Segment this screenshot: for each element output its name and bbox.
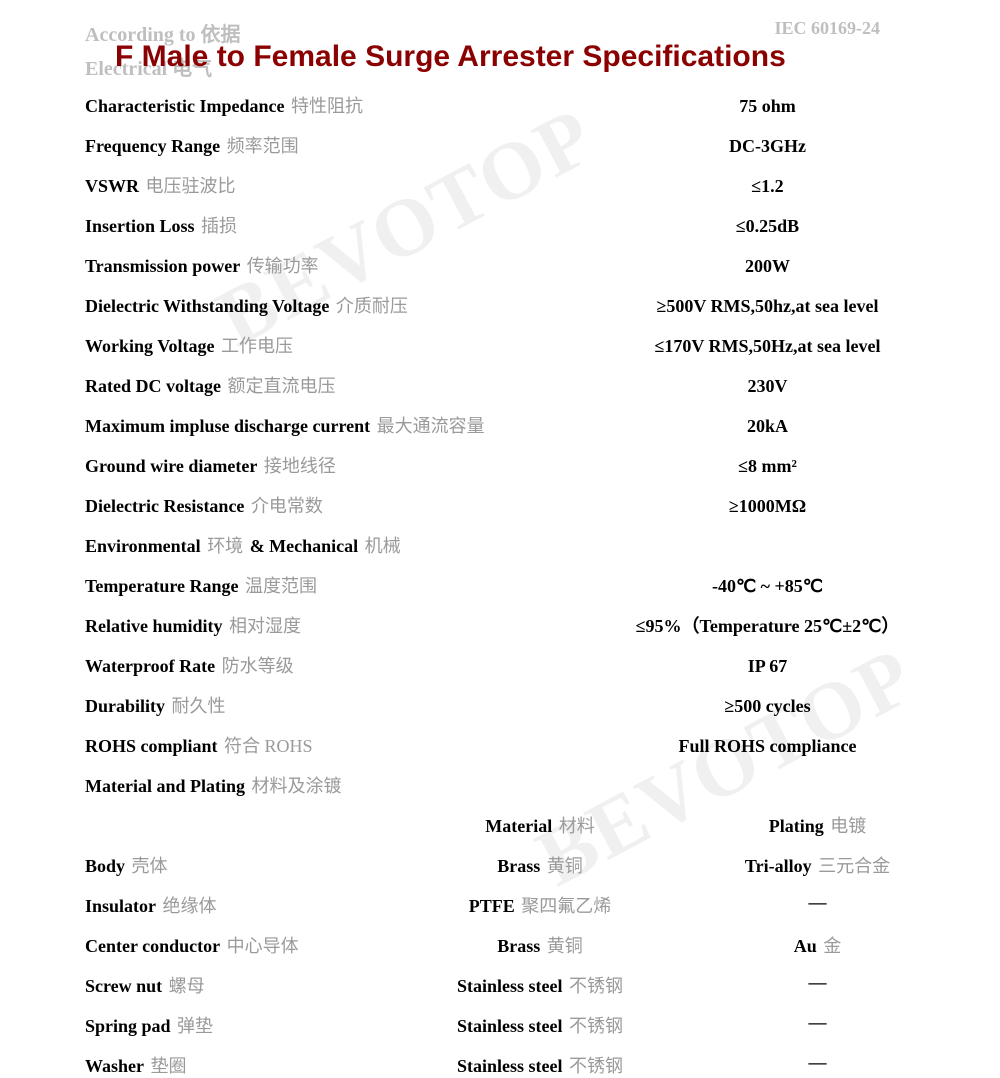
- spec-row: Temperature Range 温度范围-40℃ ~ +85℃: [85, 572, 940, 598]
- spec-row: Transmission power 传输功率200W: [85, 252, 940, 278]
- spec-row: Frequency Range 频率范围DC-3GHz: [85, 132, 940, 158]
- spec-row: VSWR 电压驻波比≤1.2: [85, 172, 940, 198]
- material-row: Washer 垫圈Stainless steel 不锈钢—: [85, 1052, 940, 1078]
- spec-row: Maximum impluse discharge current 最大通流容量…: [85, 412, 940, 438]
- material-columns: Material 材料 Plating 电镀: [85, 812, 940, 838]
- spec-row: Durability 耐久性≥500 cycles: [85, 692, 940, 718]
- environmental-table: Temperature Range 温度范围-40℃ ~ +85℃ Relativ…: [85, 572, 940, 758]
- page-title: F Male to Female Surge Arrester Specific…: [115, 40, 940, 74]
- spec-row: Working Voltage 工作电压≤170V RMS,50Hz,at se…: [85, 332, 940, 358]
- spec-row: Rated DC voltage 额定直流电压230V: [85, 372, 940, 398]
- material-row: Insulator 绝缘体PTFE 聚四氟乙烯—: [85, 892, 940, 918]
- material-row: Spring pad 弹垫Stainless steel 不锈钢—: [85, 1012, 940, 1038]
- spec-row: Dielectric Withstanding Voltage 介质耐压≥500…: [85, 292, 940, 318]
- spec-row: ROHS compliant 符合 ROHSFull ROHS complian…: [85, 732, 940, 758]
- spec-row: Characteristic Impedance 特性阻抗75 ohm: [85, 92, 940, 118]
- spec-row: Dielectric Resistance 介电常数≥1000MΩ: [85, 492, 940, 518]
- material-row: Center conductor 中心导体Brass 黄铜Au 金: [85, 932, 940, 958]
- ghost-iec: IEC 60169-24: [774, 18, 880, 39]
- spec-row: Relative humidity 相对湿度≤95%（Temperature 2…: [85, 612, 940, 638]
- electrical-table: Characteristic Impedance 特性阻抗75 ohm Frequ…: [85, 92, 940, 518]
- spec-row: Insertion Loss 插损≤0.25dB: [85, 212, 940, 238]
- material-row: Screw nut 螺母Stainless steel 不锈钢—: [85, 972, 940, 998]
- section-environmental: Environmental 环境 & Mechanical 机械: [85, 532, 940, 558]
- section-material: Material and Plating 材料及涂镀: [85, 772, 940, 798]
- spec-row: Ground wire diameter 接地线径≤8 mm²: [85, 452, 940, 478]
- spec-row: Waterproof Rate 防水等级IP 67: [85, 652, 940, 678]
- material-table: Body 壳体Brass 黄铜Tri-alloy 三元合金 Insulator 绝…: [85, 852, 940, 1078]
- material-row: Body 壳体Brass 黄铜Tri-alloy 三元合金: [85, 852, 940, 878]
